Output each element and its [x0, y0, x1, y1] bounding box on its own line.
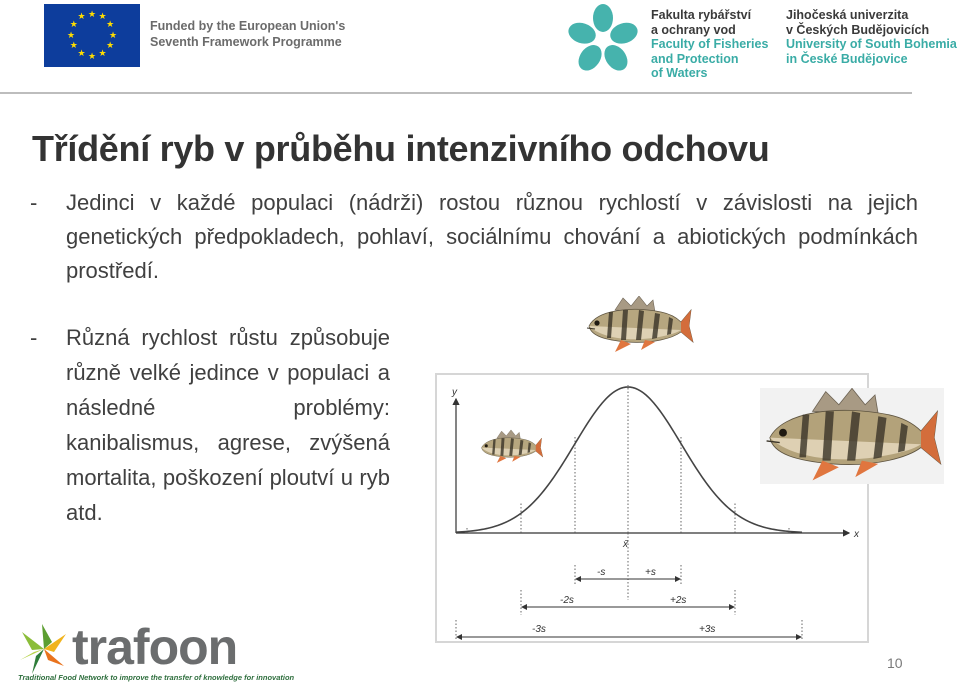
eu-star-icon: ★ [66, 29, 76, 40]
eu-flag-logo: ★ ★ ★ ★ ★ ★ ★ ★ ★ ★ ★ ★ [44, 4, 140, 67]
uni-cz-line-1: Jihočeská univerzita [786, 8, 909, 22]
label-minus-1s: -s [597, 567, 605, 578]
label-minus-2s: -2s [560, 595, 574, 606]
faculty-cz-line-2: a ochrany vod [651, 22, 736, 37]
eu-star-icon: ★ [98, 11, 107, 22]
uni-en-line-1: University of South Bohemia [786, 37, 957, 51]
page-number: 10 [887, 655, 903, 671]
bullet-1: - Jedinci v každé populaci (nádrži) rost… [30, 186, 918, 288]
eu-star-icon: ★ [106, 19, 115, 29]
y-axis-label: y [451, 387, 458, 398]
faculty-en-line-3: of Waters [651, 66, 708, 80]
label-plus-3s: +3s [699, 624, 715, 635]
bullet-2-dash: - [30, 325, 38, 350]
medium-perch-image [586, 296, 694, 352]
university-name: Jihočeská univerzita v Českých Budějovic… [786, 8, 957, 66]
faculty-en-line-1: Faculty of Fisheries [651, 37, 769, 51]
label-minus-3s: -3s [532, 624, 546, 635]
faculty-flower-logo [568, 4, 638, 71]
faculty-name: Fakulta rybářství a ochrany vod Faculty … [651, 8, 768, 81]
eu-funding-text: Funded by the European Union's Seventh F… [150, 18, 345, 50]
bullet-2: - Různá rychlost růstu způsobuje různě v… [30, 320, 390, 530]
eu-star-icon: ★ [69, 40, 78, 50]
x-axis-label: x [853, 529, 860, 540]
eu-text-line-2: Seventh Framework Programme [150, 35, 342, 49]
eu-star-icon: ★ [87, 50, 97, 61]
bell-curve [455, 386, 803, 534]
eu-text-line-1: Funded by the European Union's [150, 19, 346, 33]
eu-star-icon: ★ [77, 11, 86, 22]
trafoon-leaf-logo-icon [20, 624, 66, 674]
uni-cz-line-2: v Českých Budějovicích [786, 22, 930, 37]
label-plus-1s: +s [645, 567, 656, 578]
bullet-1-text: Jedinci v každé populaci (nádrži) rostou… [66, 190, 918, 283]
faculty-en-line-2: and Protection [651, 51, 739, 66]
header-divider [0, 92, 912, 94]
slide-title: Třídění ryb v průběhu intenzivního odcho… [32, 128, 770, 169]
large-perch-image [760, 388, 944, 484]
trafoon-tagline: Traditional Food Network to improve the … [18, 673, 295, 682]
eu-star-icon: ★ [98, 47, 107, 58]
small-perch-image [481, 429, 544, 463]
distribution-diagram: y x x̄ [451, 385, 860, 640]
trafoon-wordmark: trafoon [72, 619, 238, 675]
eu-star-icon: ★ [108, 29, 118, 40]
eu-star-icon: ★ [77, 47, 86, 58]
faculty-cz-line-1: Fakulta rybářství [651, 8, 752, 22]
eu-star-icon: ★ [69, 19, 78, 29]
label-plus-2s: +2s [670, 595, 686, 606]
bullet-1-dash: - [30, 190, 38, 215]
uni-en-line-2: in České Budějovice [786, 51, 908, 66]
eu-star-icon: ★ [106, 40, 115, 50]
bullet-2-text: Různá rychlost růstu způsobuje různě vel… [66, 325, 390, 525]
eu-star-icon: ★ [87, 8, 97, 19]
mean-label: x̄ [622, 539, 629, 550]
